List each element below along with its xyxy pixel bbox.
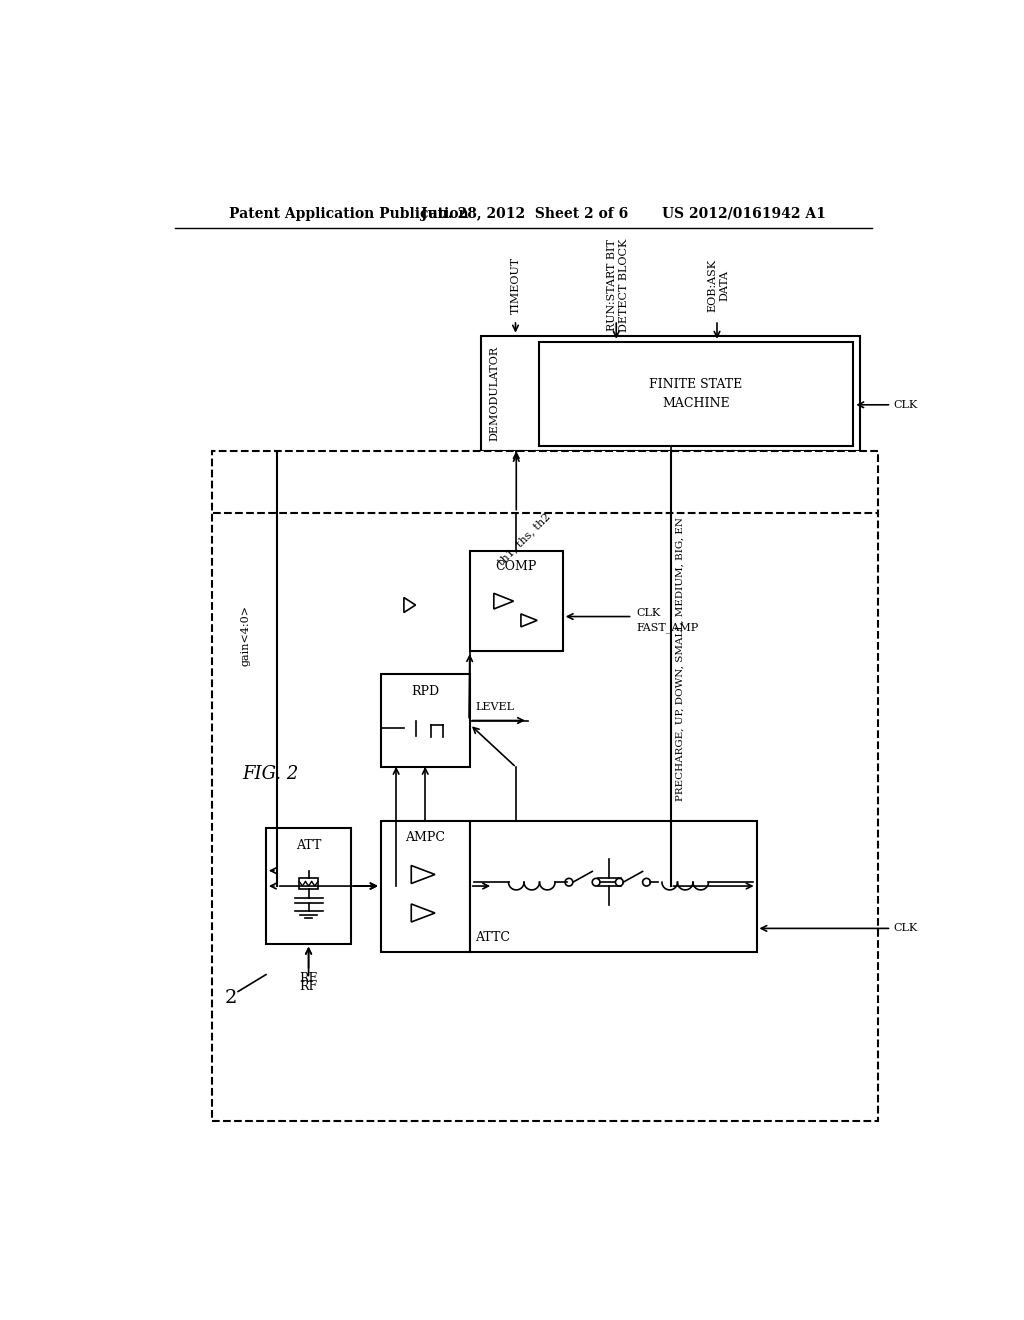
Text: th1, ths, th2: th1, ths, th2 (496, 512, 552, 568)
Text: FAST_AMP: FAST_AMP (636, 622, 698, 632)
Text: EOB:ASK: EOB:ASK (708, 259, 718, 312)
Text: COMP: COMP (496, 560, 537, 573)
Text: ATTC: ATTC (475, 931, 511, 944)
Text: FINITE STATE: FINITE STATE (649, 378, 742, 391)
Bar (480, 335, 860, 451)
Bar (470, 552, 563, 651)
Text: DETECT BLOCK: DETECT BLOCK (618, 239, 629, 333)
Text: Patent Application Publication: Patent Application Publication (228, 207, 468, 220)
Text: RUN:START BIT: RUN:START BIT (606, 239, 616, 331)
Bar (266, 829, 351, 944)
Bar (299, 878, 317, 890)
Text: CLK: CLK (636, 607, 660, 618)
Bar (212, 451, 879, 1121)
Text: AMPC: AMPC (406, 832, 445, 843)
Text: TIMEOUT: TIMEOUT (511, 257, 520, 314)
Bar (381, 675, 470, 767)
Text: US 2012/0161942 A1: US 2012/0161942 A1 (662, 207, 825, 220)
Text: PRECHARGE, UP, DOWN, SMALL, MEDIUM, BIG, EN: PRECHARGE, UP, DOWN, SMALL, MEDIUM, BIG,… (675, 517, 684, 801)
Bar (470, 821, 757, 952)
Text: RF: RF (299, 979, 317, 993)
Text: DATA: DATA (720, 271, 730, 301)
Text: DEMODULATOR: DEMODULATOR (489, 346, 500, 441)
Text: RPD: RPD (412, 685, 439, 698)
Text: LEVEL: LEVEL (475, 702, 514, 711)
Text: CLK: CLK (894, 400, 918, 409)
Text: MACHINE: MACHINE (663, 397, 730, 409)
Text: FIG. 2: FIG. 2 (243, 766, 299, 783)
Text: gain<4:0>: gain<4:0> (241, 606, 251, 667)
Text: 2: 2 (225, 989, 238, 1007)
Bar (381, 821, 470, 952)
Text: Jun. 28, 2012  Sheet 2 of 6: Jun. 28, 2012 Sheet 2 of 6 (421, 207, 629, 220)
Text: CLK: CLK (894, 924, 918, 933)
Bar (539, 342, 853, 446)
Text: RF: RF (299, 972, 317, 985)
Text: ATT: ATT (296, 838, 322, 851)
